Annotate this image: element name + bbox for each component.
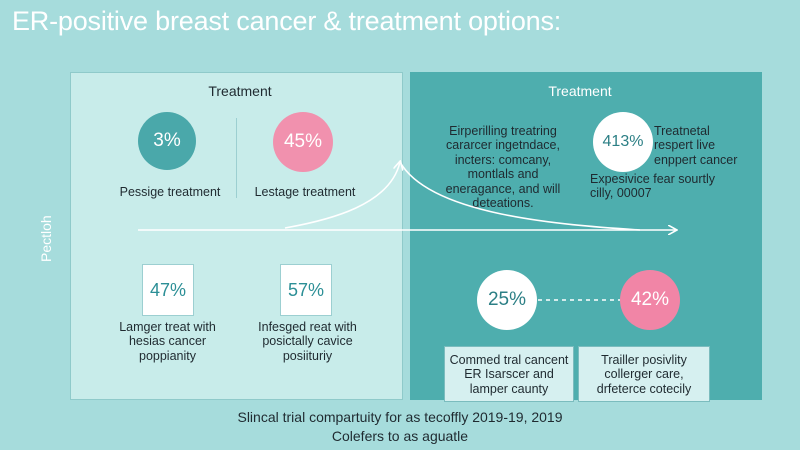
page-title: ER-positive breast cancer & treatment op… (12, 6, 562, 36)
right-highlight-label: Treatnetal respert live enppert cancer (654, 124, 749, 167)
caption-line: posiituriy (282, 348, 333, 363)
right-stat-circle-2: 42% (620, 270, 680, 330)
footer-line-1: Slincal trial compartuity for as tecoffl… (237, 409, 563, 425)
caption-line: lamper caunty (469, 381, 549, 396)
subtext-line: cilly, 00007 (590, 186, 652, 201)
caption-line: poppianity (139, 348, 196, 363)
left-stat-circle-2: 45% (273, 112, 333, 172)
left-bottom-caption-2: Infesged reat with posictally cavice pos… (240, 320, 375, 363)
description-line: cararcer ingetndace, (446, 138, 560, 153)
caption-line: collerger care, (604, 367, 684, 382)
description-line: deteations. (472, 195, 534, 210)
caption-line: Lamger treat with (119, 320, 216, 334)
right-stat-circle-1: 25% (477, 270, 537, 330)
caption-line: drfeterce cotecily (596, 381, 692, 396)
caption-line: Infesged reat with (258, 320, 357, 334)
right-description: Eirperilling treatring cararcer ingetnda… (428, 124, 578, 210)
footer-line-2: Colefers to as aguatle (331, 428, 469, 444)
caption-line: hesias cancer (128, 334, 207, 349)
caption-line: ER Isarscer and (464, 367, 554, 382)
highlight-line: enppert cancer (654, 152, 738, 167)
right-panel (410, 72, 762, 400)
description-line: montlals and (467, 167, 539, 182)
description-line: eneragance, and will (445, 181, 561, 196)
left-stat-circle-1: 3% (138, 112, 196, 170)
caption-line: posictally cavice (262, 334, 353, 349)
subtext-line: Expesivice fear sourtly (590, 172, 716, 186)
right-panel-heading: Treatment (548, 83, 612, 99)
highlight-line: respert live (654, 138, 716, 153)
left-divider (236, 118, 237, 198)
right-highlight-subtext: Expesivice fear sourtly cilly, 00007 (590, 172, 740, 201)
left-stat-label-1: Pessige treatment (119, 185, 221, 199)
left-bottom-caption-1: Lamger treat with hesias cancer poppiani… (100, 320, 235, 363)
right-caption-box-2: Trailler posivlity collerger care, drfet… (578, 346, 710, 402)
side-label: Pectloh (38, 215, 54, 262)
description-line: incters: comcany, (454, 152, 552, 167)
left-bottom-box-1: 47% (142, 264, 194, 316)
right-caption-box-1: Commed tral cancent ER Isarscer and lamp… (444, 346, 574, 402)
left-panel-heading: Treatment (208, 83, 272, 99)
highlight-line: Treatnetal (654, 124, 710, 138)
caption-line: Trailler posivlity (601, 353, 687, 367)
right-highlight-circle: 413% (593, 112, 653, 172)
caption-line: Commed tral cancent (449, 353, 569, 367)
left-bottom-box-2: 57% (280, 264, 332, 316)
left-stat-label-2: Lestage treatment (254, 185, 356, 199)
description-line: Eirperilling treatring (449, 124, 557, 138)
